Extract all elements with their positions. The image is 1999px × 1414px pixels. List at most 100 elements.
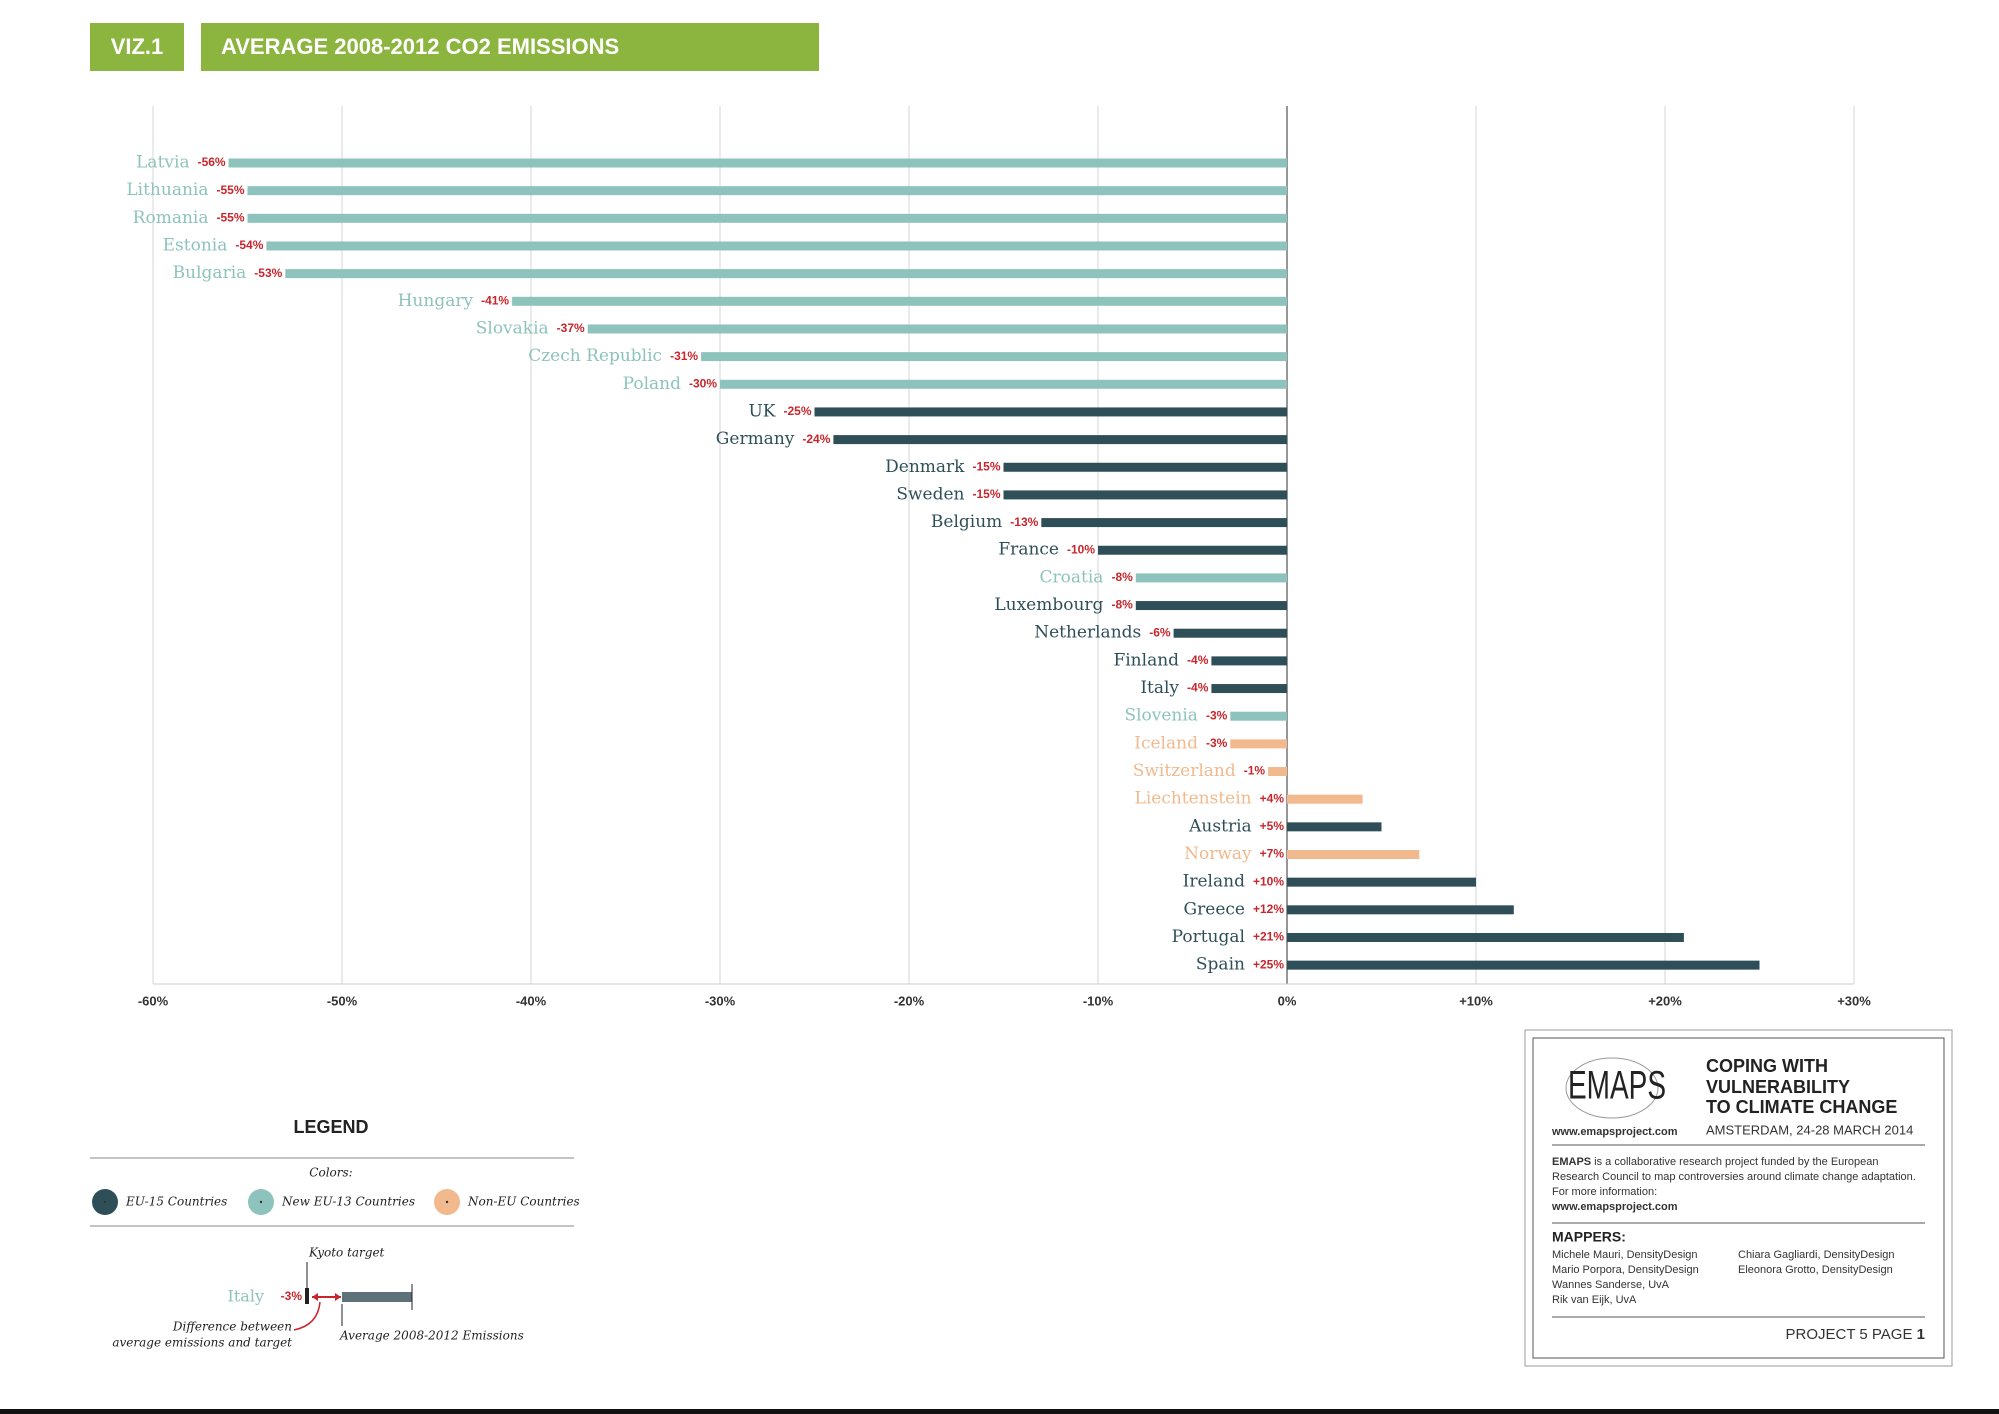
value-label: -55%: [216, 183, 244, 197]
category-label: Sweden: [896, 484, 964, 504]
grid: [152, 106, 1855, 984]
x-tick-label: -30%: [705, 993, 736, 1008]
value-label: +25%: [1253, 957, 1284, 971]
value-label: -24%: [802, 432, 830, 446]
x-tick-label: -20%: [894, 993, 925, 1008]
legend-colors-label: Colors:: [309, 1166, 352, 1180]
value-label: -4%: [1187, 681, 1209, 695]
category-label: Poland: [623, 374, 682, 394]
info-frame: [1532, 1037, 1945, 1359]
x-tick-label: -50%: [327, 993, 358, 1008]
x-tick-label: -40%: [516, 993, 547, 1008]
category-label: Romania: [133, 208, 209, 228]
category-label: Latvia: [136, 153, 189, 173]
mappers: Michele Mauri, DensityDesign Mario Porpor…: [1552, 1249, 1895, 1306]
page-prefix: PROJECT 5 PAGE: [1786, 1326, 1917, 1343]
value-label: -3%: [1206, 736, 1228, 750]
category-label: Netherlands: [1034, 623, 1141, 643]
info-line: For more information:: [1552, 1186, 1657, 1198]
example-value: -3%: [281, 1289, 303, 1303]
bar: [1173, 628, 1287, 638]
example-category: Italy: [228, 1287, 264, 1306]
category-label: Slovakia: [476, 318, 549, 338]
category-label: Croatia: [1040, 567, 1104, 587]
mapper: Eleonora Grotto, DensityDesign: [1738, 1264, 1893, 1276]
legend-dot: [445, 1200, 449, 1204]
category-label: Czech Republic: [528, 346, 662, 366]
value-label: +21%: [1253, 930, 1284, 944]
info-heading: COPING WITH: [1706, 1056, 1828, 1076]
legend-dot: [259, 1200, 263, 1204]
bar: [1287, 822, 1382, 832]
bar: [1211, 656, 1287, 666]
value-label: +10%: [1253, 874, 1284, 888]
x-tick-label: -60%: [138, 993, 169, 1008]
title-box: [201, 23, 819, 71]
logo-ring: [1565, 1057, 1659, 1119]
example-difference: average emissions and target: [112, 1336, 292, 1350]
value-label: +7%: [1260, 847, 1285, 861]
value-label: -8%: [1111, 570, 1133, 584]
value-label: -53%: [254, 266, 282, 280]
value-label: -10%: [1067, 542, 1095, 556]
chart-title: AVERAGE 2008-2012 CO2 EMISSIONS: [221, 34, 619, 59]
category-label: Spain: [1196, 955, 1245, 975]
info-line: Research Council to map controversies ar…: [1552, 1171, 1916, 1183]
legend: EU-15 Countries New EU-13 Countries Non-EU…: [92, 1189, 580, 1215]
value-label: -54%: [235, 238, 263, 252]
info-box: EMAPS COPING WITH VULNERABILITY TO CLIMA…: [1524, 1029, 1953, 1367]
mapper: Rik van Eijk, UvA: [1552, 1294, 1637, 1306]
example-bar: [342, 1292, 412, 1302]
info-place: AMSTERDAM, 24-28 MARCH 2014: [1706, 1122, 1913, 1137]
category-label: Liechtenstein: [1135, 789, 1252, 809]
example-arrowheads: [312, 1293, 341, 1301]
x-tick-label: -10%: [1083, 993, 1114, 1008]
info-lead: EMAPS: [1552, 1156, 1591, 1168]
category-label: Lithuania: [126, 180, 208, 200]
bar: [1098, 545, 1287, 555]
value-label: -30%: [689, 376, 717, 390]
bar: [247, 213, 1287, 223]
bar: [266, 241, 1287, 251]
category-label: Estonia: [163, 235, 228, 255]
example-average: Average 2008-2012 Emissions: [339, 1329, 524, 1343]
mapper: Mario Porpora, DensityDesign: [1552, 1264, 1699, 1276]
example-target: Kyoto target: [308, 1246, 385, 1260]
category-label: Slovenia: [1124, 706, 1198, 726]
bar: [1287, 877, 1476, 887]
bar: [1287, 850, 1420, 859]
x-tick-label: +30%: [1837, 993, 1871, 1008]
example-curve: [293, 1301, 321, 1331]
info-paragraph: EMAPS is a collaborative research projec…: [1552, 1156, 1879, 1168]
info-url: www.emapsproject.com: [1551, 1126, 1678, 1138]
info-link[interactable]: www.emapsproject.com: [1551, 1201, 1678, 1213]
bar: [701, 352, 1287, 362]
category-label: UK: [748, 401, 775, 421]
value-label: -3%: [1206, 708, 1228, 722]
value-label: -56%: [198, 155, 226, 169]
value-label: +4%: [1260, 791, 1285, 805]
legend-label: New EU-13 Countries: [281, 1195, 415, 1209]
value-label: -31%: [670, 349, 698, 363]
legend-title: LEGEND: [293, 1117, 368, 1137]
example-target-marker: [305, 1288, 309, 1304]
bar: [720, 379, 1287, 389]
value-label: +12%: [1253, 902, 1284, 916]
bar: [1287, 794, 1363, 804]
x-tick-label: +20%: [1648, 993, 1682, 1008]
bar: [1287, 905, 1514, 915]
x-tick-label: +10%: [1459, 993, 1493, 1008]
value-label: -4%: [1187, 653, 1209, 667]
category-label: Luxembourg: [994, 595, 1103, 615]
value-label: -25%: [783, 404, 811, 418]
bar: [285, 269, 1287, 279]
bottom-bar: [0, 1409, 1999, 1414]
legend-example: Italy -3% Kyoto target Average 2008-2012…: [112, 1246, 523, 1350]
bar: [833, 435, 1287, 445]
value-label: +5%: [1260, 819, 1285, 833]
mappers-title: MAPPERS:: [1552, 1229, 1626, 1245]
bar: [1003, 490, 1287, 500]
bar: [1135, 573, 1287, 583]
category-label: Austria: [1188, 816, 1251, 836]
